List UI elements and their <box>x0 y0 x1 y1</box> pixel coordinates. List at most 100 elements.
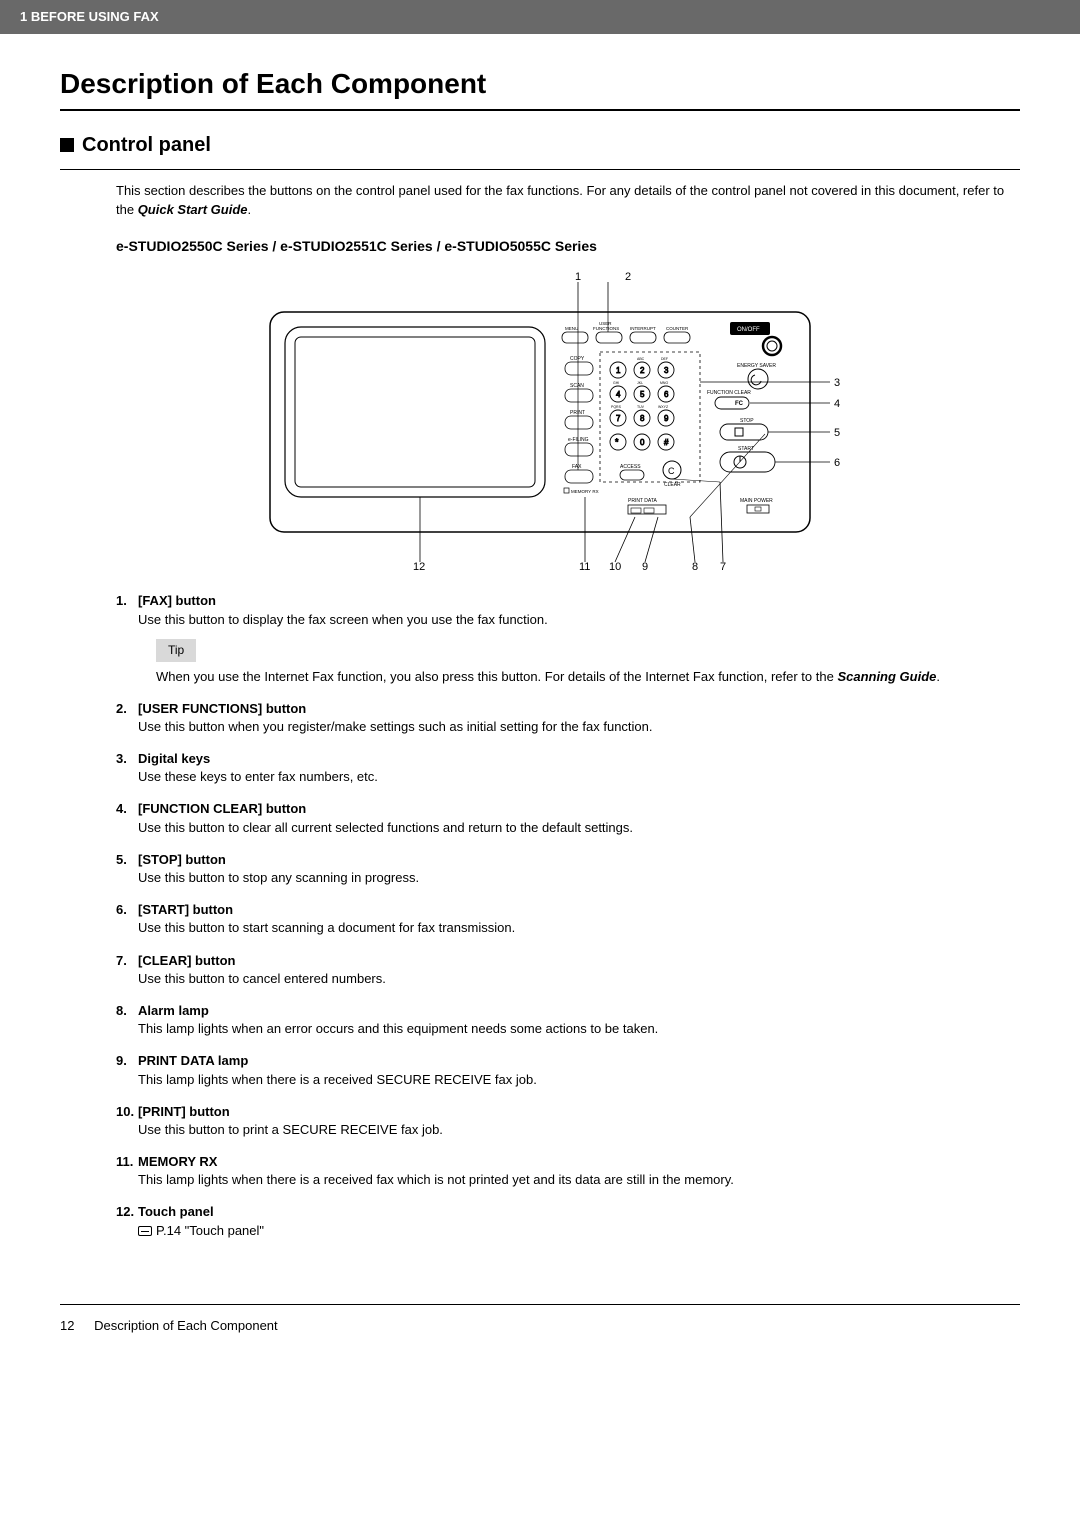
item-title: [START] button <box>138 901 233 919</box>
item-title: Alarm lamp <box>138 1002 209 1020</box>
item-title: PRINT DATA lamp <box>138 1052 248 1070</box>
page-content: Description of Each Component Control pa… <box>0 34 1080 1284</box>
svg-text:ABC: ABC <box>637 357 645 361</box>
footer-rule <box>60 1304 1020 1305</box>
tip-label: Tip <box>156 639 196 662</box>
diagram-svg: COPY SCAN PRINT e-FILING FAX MENU USER <box>240 272 840 572</box>
svg-text:SCAN: SCAN <box>570 383 584 389</box>
svg-text:2: 2 <box>640 366 645 375</box>
svg-text:8: 8 <box>640 414 645 423</box>
callout-2: 2 <box>625 272 631 283</box>
item-title: MEMORY RX <box>138 1153 217 1171</box>
item-num: 12. <box>116 1203 138 1221</box>
svg-text:0: 0 <box>640 438 645 447</box>
svg-text:FC: FC <box>735 401 744 407</box>
item-num: 10. <box>116 1103 138 1121</box>
svg-text:GHI: GHI <box>613 381 619 385</box>
svg-text:9: 9 <box>664 414 669 423</box>
callout-1: 1 <box>575 272 581 283</box>
intro-after: . <box>248 202 252 217</box>
item-desc: Use these keys to enter fax numbers, etc… <box>138 768 1020 786</box>
diagram-container: COPY SCAN PRINT e-FILING FAX MENU USER <box>60 272 1020 572</box>
item-7: 7.[CLEAR] button Use this button to canc… <box>116 952 1020 988</box>
svg-text:INTERRUPT: INTERRUPT <box>630 326 656 331</box>
item-title: [STOP] button <box>138 851 226 869</box>
svg-text:WXYZ: WXYZ <box>658 405 669 409</box>
item-desc: Use this button to print a SECURE RECEIV… <box>138 1121 1020 1139</box>
svg-text:COUNTER: COUNTER <box>666 326 689 331</box>
subtitle-row: Control panel <box>60 131 1020 159</box>
item-11: 11.MEMORY RX This lamp lights when there… <box>116 1153 1020 1189</box>
callout-11: 11 <box>579 561 590 572</box>
tip-ref: Scanning Guide <box>837 669 936 684</box>
item-desc: This lamp lights when there is a receive… <box>138 1171 1020 1189</box>
svg-text:FUNCTION CLEAR: FUNCTION CLEAR <box>707 390 751 396</box>
svg-text:ENERGY SAVER: ENERGY SAVER <box>737 363 776 369</box>
main-title: Description of Each Component <box>60 64 1020 103</box>
callout-7: 7 <box>720 561 726 572</box>
svg-text:1: 1 <box>616 366 621 375</box>
item-title: [FAX] button <box>138 592 216 610</box>
svg-text:FAX: FAX <box>572 464 582 470</box>
intro-text: This section describes the buttons on th… <box>116 182 1020 218</box>
subtitle-underline <box>60 169 1020 170</box>
callout-10: 10 <box>609 561 621 572</box>
svg-text:ACCESS: ACCESS <box>620 464 641 470</box>
book-icon <box>138 1226 152 1236</box>
item-9: 9.PRINT DATA lamp This lamp lights when … <box>116 1052 1020 1088</box>
item-num: 5. <box>116 851 138 869</box>
item-1: 1. [FAX] button Use this button to displ… <box>116 592 1020 685</box>
item-6: 6.[START] button Use this button to star… <box>116 901 1020 937</box>
svg-text:CLEAR: CLEAR <box>664 482 681 488</box>
tip-box: Tip When you use the Internet Fax functi… <box>156 639 1020 686</box>
intro-ref: Quick Start Guide <box>138 202 248 217</box>
item-2: 2.[USER FUNCTIONS] button Use this butto… <box>116 700 1020 736</box>
title-underline <box>60 109 1020 111</box>
svg-text:7: 7 <box>616 414 621 423</box>
callout-3: 3 <box>834 377 840 389</box>
item-5: 5.[STOP] button Use this button to stop … <box>116 851 1020 887</box>
item-desc: Use this button to stop any scanning in … <box>138 869 1020 887</box>
svg-text:STOP: STOP <box>740 418 754 424</box>
item-title: [PRINT] button <box>138 1103 230 1121</box>
item-num: 7. <box>116 952 138 970</box>
item-desc: Use this button to display the fax scree… <box>138 611 1020 629</box>
series-heading: e-STUDIO2550C Series / e-STUDIO2551C Ser… <box>116 237 1020 257</box>
svg-text:DEF: DEF <box>661 357 668 361</box>
item-3: 3.Digital keys Use these keys to enter f… <box>116 750 1020 786</box>
svg-text:6: 6 <box>664 390 669 399</box>
svg-text:MEMORY RX: MEMORY RX <box>571 489 599 494</box>
svg-text:FUNCTIONS: FUNCTIONS <box>593 326 619 331</box>
item-num: 3. <box>116 750 138 768</box>
callout-12: 12 <box>413 561 425 572</box>
item-10: 10.[PRINT] button Use this button to pri… <box>116 1103 1020 1139</box>
control-panel-diagram: COPY SCAN PRINT e-FILING FAX MENU USER <box>240 272 840 572</box>
callout-6: 6 <box>834 457 840 469</box>
item-num: 8. <box>116 1002 138 1020</box>
item-num: 9. <box>116 1052 138 1070</box>
item-num: 11. <box>116 1153 138 1171</box>
svg-text:C: C <box>668 466 675 476</box>
item-title: Digital keys <box>138 750 210 768</box>
item-num: 6. <box>116 901 138 919</box>
sub-title: Control panel <box>82 131 211 159</box>
svg-text:*: * <box>615 437 619 447</box>
svg-text:TUV: TUV <box>637 405 645 409</box>
tip-after: . <box>936 669 940 684</box>
item-title: [CLEAR] button <box>138 952 235 970</box>
svg-text:ON/OFF: ON/OFF <box>737 327 760 333</box>
item-title: [USER FUNCTIONS] button <box>138 700 306 718</box>
square-bullet-icon <box>60 138 74 152</box>
item-num: 2. <box>116 700 138 718</box>
item-desc: Use this button to clear all current sel… <box>138 819 1020 837</box>
svg-text:#: # <box>664 438 669 447</box>
tip-text: When you use the Internet Fax function, … <box>156 668 1020 686</box>
callout-4: 4 <box>834 398 840 410</box>
item-num: 4. <box>116 800 138 818</box>
item-desc: Use this button to cancel entered number… <box>138 970 1020 988</box>
item-desc: P.14 "Touch panel" <box>138 1222 1020 1240</box>
callout-5: 5 <box>834 427 840 439</box>
item-num: 1. <box>116 592 138 610</box>
item-desc: Use this button when you register/make s… <box>138 718 1020 736</box>
callout-9: 9 <box>642 561 648 572</box>
